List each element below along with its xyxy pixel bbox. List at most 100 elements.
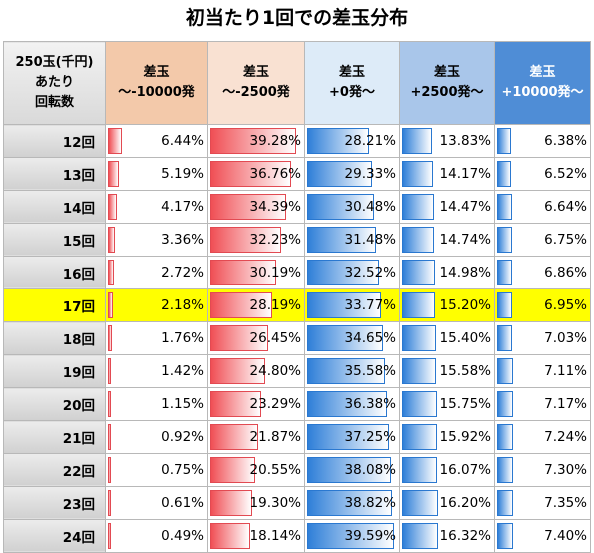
header-col-1-line2: ～-10000発: [118, 85, 195, 100]
percent-value: 5.19%: [161, 165, 204, 182]
gain-bar: [307, 160, 372, 187]
value-cell: 38.82%: [304, 485, 400, 520]
value-cell: 14.74%: [399, 222, 495, 257]
percent-value: 6.38%: [544, 132, 587, 149]
loss-bar: [210, 193, 286, 220]
percent-value: 36.38%: [344, 396, 396, 413]
percent-value: 33.77%: [344, 297, 396, 314]
header-col-3-line2: +0発～: [329, 85, 375, 100]
percent-value: 36.76%: [249, 165, 301, 182]
loss-bar: [210, 456, 256, 483]
gain-bar: [307, 456, 391, 483]
percent-value: 7.11%: [544, 363, 587, 380]
header-spins: 250玉(千円) あたり 回転数: [3, 41, 106, 125]
value-cell: 2.18%: [105, 288, 208, 323]
loss-bar: [210, 522, 250, 549]
header-col-4: 差玉 +2500発～: [399, 41, 495, 125]
value-cell: 37.25%: [304, 420, 400, 454]
percent-value: 13.83%: [439, 132, 491, 149]
value-cell: 7.40%: [494, 518, 591, 553]
header-col-1: 差玉 ～-10000発: [105, 41, 208, 125]
percent-value: 1.42%: [161, 363, 204, 380]
percent-value: 14.47%: [439, 198, 491, 215]
percent-value: 2.72%: [161, 264, 204, 281]
percent-value: 2.18%: [161, 297, 204, 314]
loss-bar: [108, 358, 112, 385]
value-cell: 32.23%: [207, 222, 305, 257]
value-cell: 0.61%: [105, 485, 208, 520]
value-cell: 36.38%: [304, 387, 400, 422]
value-cell: 15.75%: [399, 387, 495, 422]
value-cell: 14.98%: [399, 255, 495, 290]
loss-bar: [108, 160, 120, 187]
gain-bar: [497, 325, 513, 352]
table-row: 18回 1.76% 26.45% 34.65% 15.40% 7.03%: [3, 321, 591, 356]
row-label: 17回: [3, 288, 106, 323]
value-cell: 7.03%: [494, 321, 591, 356]
gain-bar: [307, 193, 375, 220]
gain-bar: [307, 259, 379, 286]
gain-bar: [402, 522, 438, 549]
percent-value: 1.15%: [161, 396, 204, 413]
percent-value: 0.92%: [161, 428, 204, 445]
value-cell: 7.11%: [494, 354, 591, 389]
value-cell: 15.92%: [399, 420, 495, 454]
percent-value: 39.28%: [249, 132, 301, 149]
header-col-2: 差玉 ～-2500発: [207, 41, 305, 125]
value-cell: 0.92%: [105, 420, 208, 454]
percent-value: 28.21%: [344, 132, 396, 149]
table-row: 19回 1.42% 24.80% 35.58% 15.58% 7.11%: [3, 354, 591, 389]
row-label: 21回: [3, 420, 106, 454]
gain-bar: [497, 160, 512, 187]
loss-bar: [210, 391, 262, 418]
percent-value: 14.74%: [439, 231, 491, 248]
value-cell: 3.36%: [105, 222, 208, 257]
loss-bar: [210, 358, 265, 385]
value-cell: 4.17%: [105, 189, 208, 224]
gain-bar: [402, 489, 438, 516]
header-col-1-line1: 差玉: [143, 65, 170, 80]
value-cell: 6.75%: [494, 222, 591, 257]
row-label: 22回: [3, 452, 106, 487]
header-col-3-line1: 差玉: [338, 65, 365, 80]
gain-bar: [402, 226, 435, 253]
percent-value: 14.98%: [439, 264, 491, 281]
loss-bar: [210, 489, 253, 516]
loss-bar: [210, 424, 259, 450]
gain-bar: [402, 292, 436, 319]
percent-value: 18.14%: [249, 527, 301, 544]
percent-value: 30.19%: [249, 264, 301, 281]
value-cell: 14.17%: [399, 156, 495, 191]
row-label: 24回: [3, 518, 106, 553]
value-cell: 36.76%: [207, 156, 305, 191]
percent-value: 28.19%: [249, 297, 301, 314]
percent-value: 24.80%: [249, 363, 301, 380]
value-cell: 16.32%: [399, 518, 495, 553]
row-label: 19回: [3, 354, 106, 389]
loss-bar: [108, 226, 116, 253]
value-cell: 21.87%: [207, 420, 305, 454]
value-cell: 6.95%: [494, 288, 591, 323]
header-row: 250玉(千円) あたり 回転数 差玉 ～-10000発 差玉 ～-2500発 …: [3, 41, 591, 125]
percent-value: 7.35%: [544, 494, 587, 511]
percent-value: 0.49%: [161, 527, 204, 544]
gain-bar: [402, 325, 436, 352]
percent-value: 4.17%: [161, 198, 204, 215]
percent-value: 30.48%: [344, 198, 396, 215]
row-label: 12回: [3, 124, 106, 158]
percent-value: 6.64%: [544, 198, 587, 215]
table-row: 12回 6.44% 39.28% 28.21% 13.83% 6.38%: [3, 124, 591, 158]
gain-bar: [307, 424, 389, 450]
percent-value: 26.45%: [249, 330, 301, 347]
table-body: 12回 6.44% 39.28% 28.21% 13.83% 6.38% 13回 5.19% 3…: [3, 124, 591, 553]
value-cell: 39.59%: [304, 518, 400, 553]
value-cell: 7.17%: [494, 387, 591, 422]
percent-value: 6.86%: [544, 264, 587, 281]
gain-bar: [497, 193, 512, 220]
table-row: 14回 4.17% 34.39% 30.48% 14.47% 6.64%: [3, 189, 591, 224]
table-row: 13回 5.19% 36.76% 29.33% 14.17% 6.52%: [3, 156, 591, 191]
header-col-4-line2: +2500発～: [410, 85, 484, 100]
percent-value: 1.76%: [161, 330, 204, 347]
percent-value: 15.92%: [439, 428, 491, 445]
value-cell: 0.75%: [105, 452, 208, 487]
